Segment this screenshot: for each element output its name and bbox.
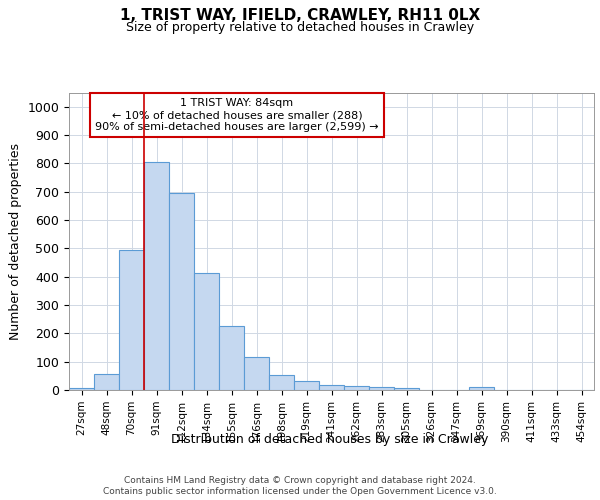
Bar	[119, 250, 144, 390]
Bar	[394, 388, 419, 390]
Bar	[469, 387, 494, 390]
Y-axis label: Number of detached properties: Number of detached properties	[9, 143, 22, 340]
Text: Contains HM Land Registry data © Crown copyright and database right 2024.: Contains HM Land Registry data © Crown c…	[124, 476, 476, 485]
Bar	[269, 376, 294, 390]
Text: 1 TRIST WAY: 84sqm
← 10% of detached houses are smaller (288)
90% of semi-detach: 1 TRIST WAY: 84sqm ← 10% of detached hou…	[95, 98, 379, 132]
Bar	[144, 162, 169, 390]
Bar	[369, 386, 394, 390]
Bar	[244, 358, 269, 390]
Bar	[169, 193, 194, 390]
Bar	[319, 385, 344, 390]
Bar	[94, 374, 119, 390]
Bar	[219, 326, 244, 390]
Bar	[294, 380, 319, 390]
Bar	[69, 388, 94, 390]
Text: Size of property relative to detached houses in Crawley: Size of property relative to detached ho…	[126, 21, 474, 34]
Bar	[194, 273, 219, 390]
Text: Distribution of detached houses by size in Crawley: Distribution of detached houses by size …	[172, 432, 488, 446]
Text: 1, TRIST WAY, IFIELD, CRAWLEY, RH11 0LX: 1, TRIST WAY, IFIELD, CRAWLEY, RH11 0LX	[120, 8, 480, 22]
Bar	[344, 386, 369, 390]
Text: Contains public sector information licensed under the Open Government Licence v3: Contains public sector information licen…	[103, 488, 497, 496]
